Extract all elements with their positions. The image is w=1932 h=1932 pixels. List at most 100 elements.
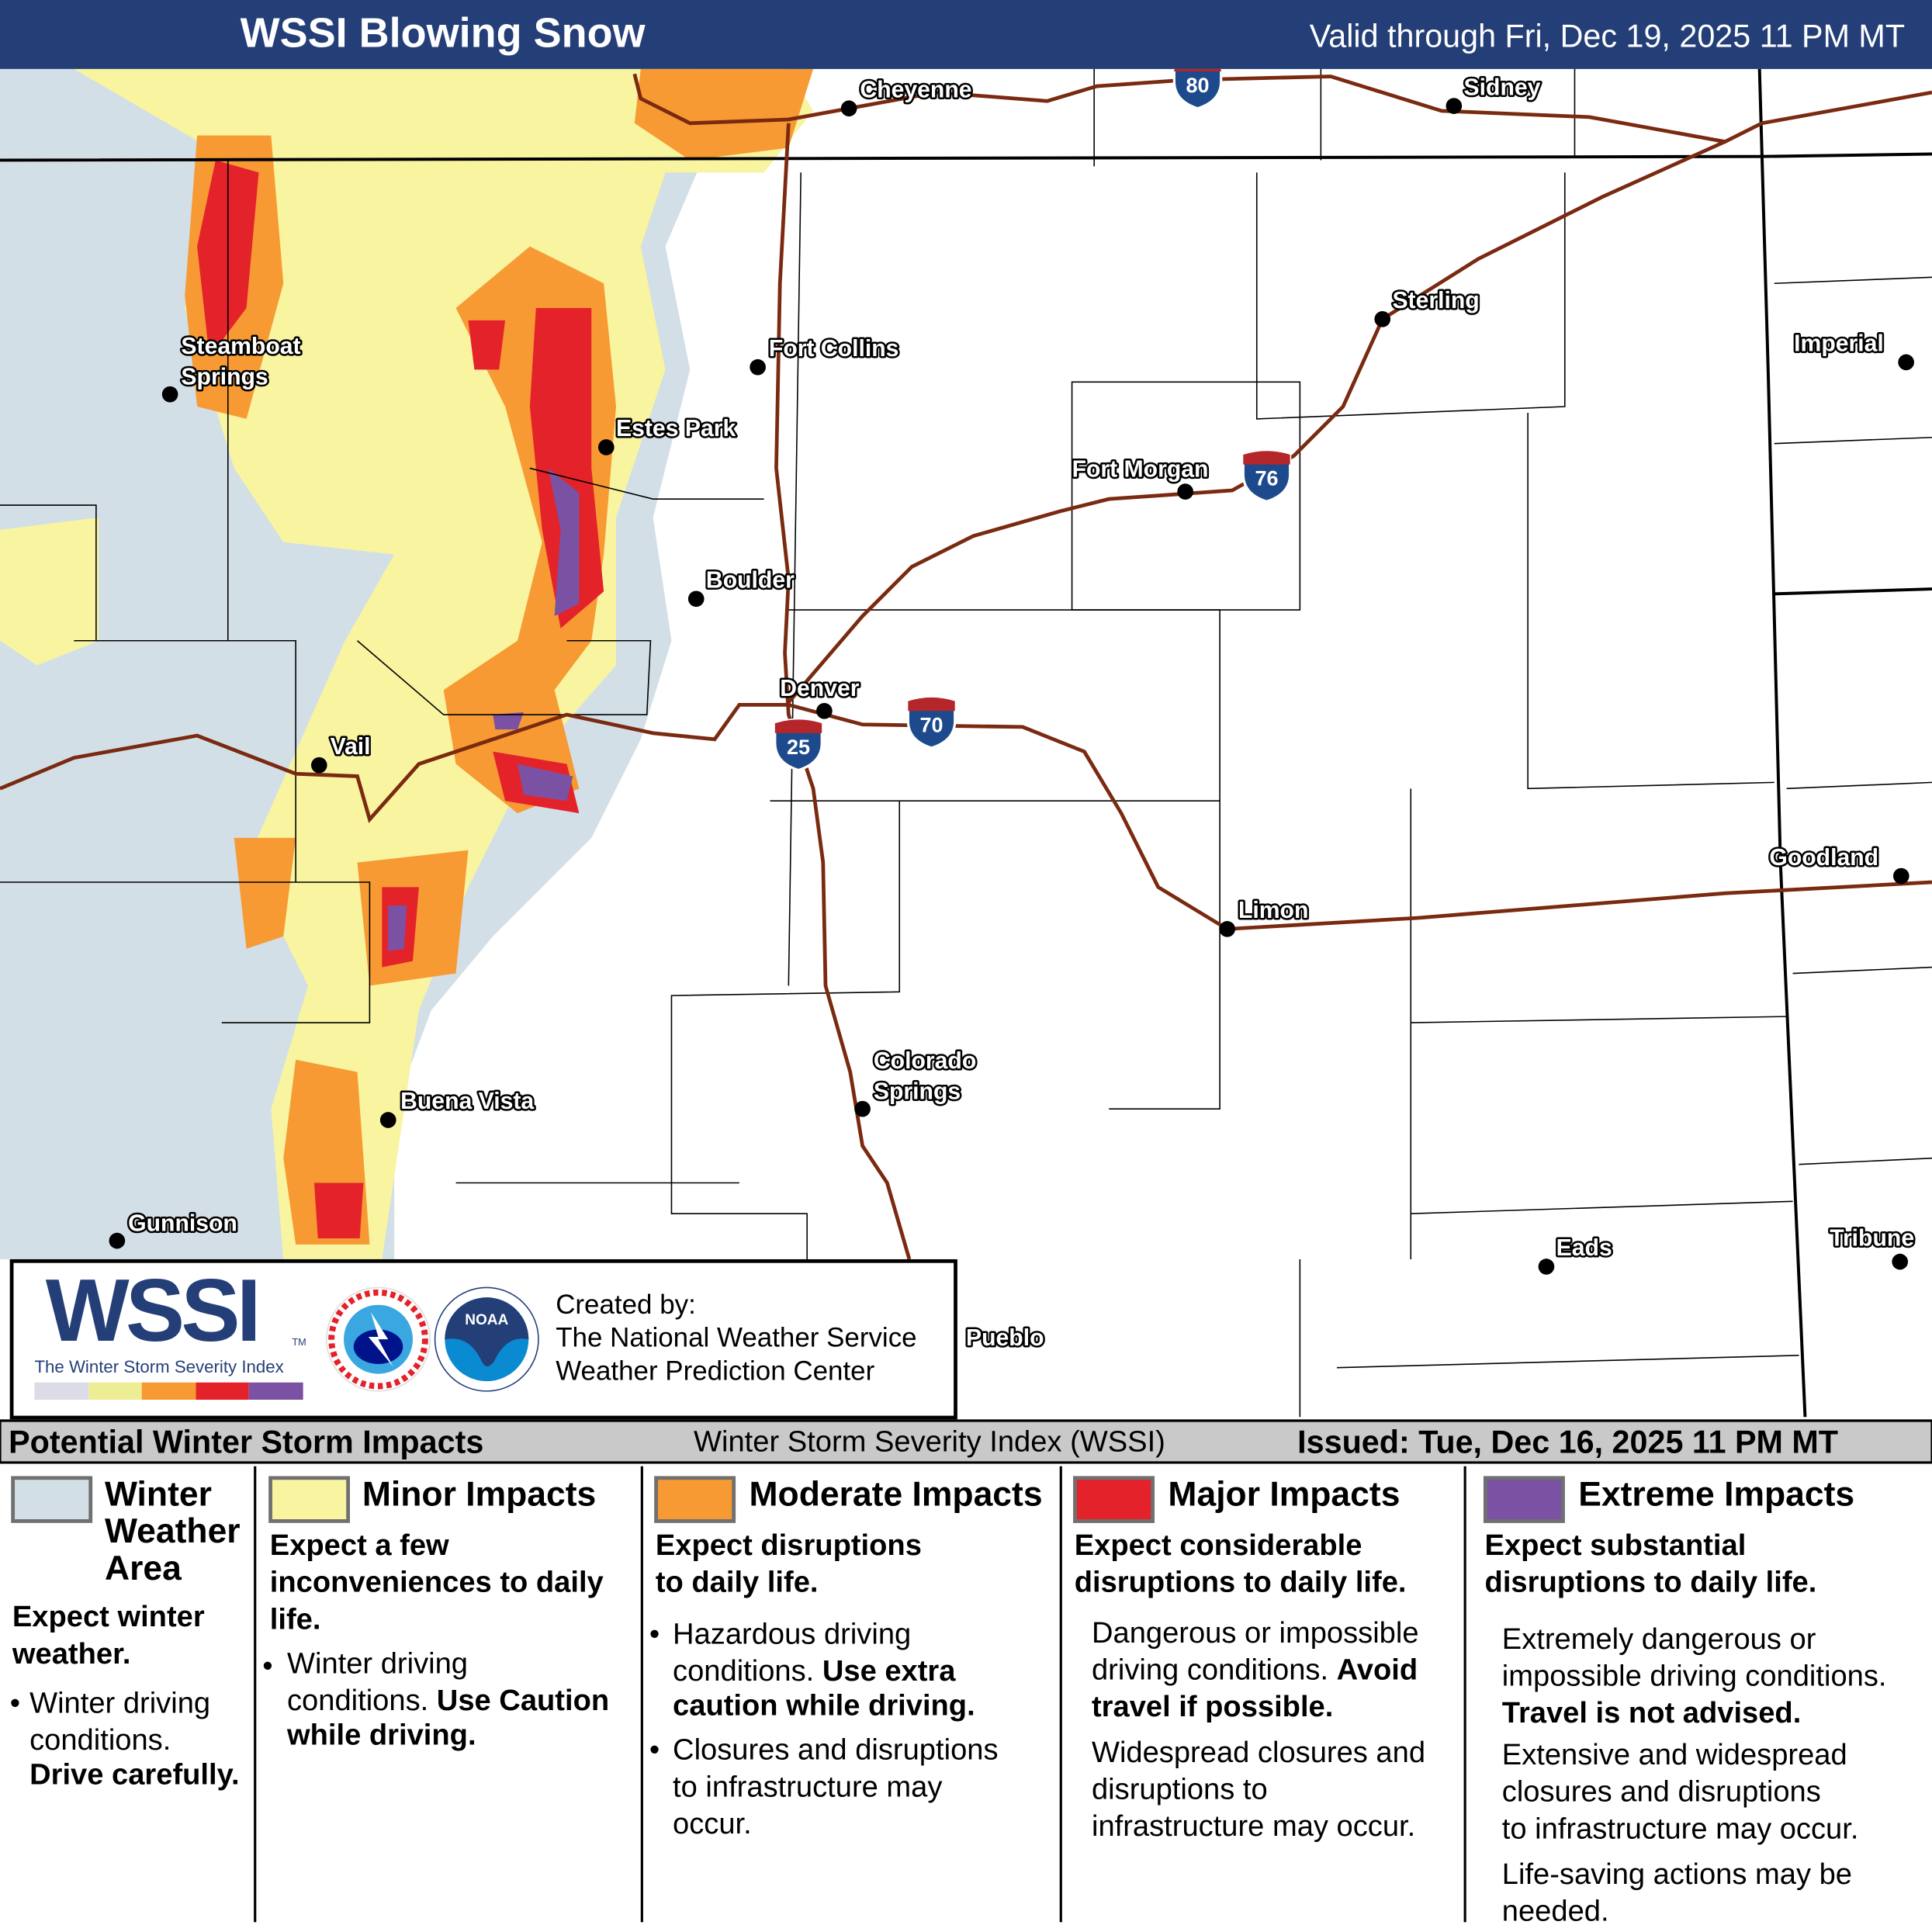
legend-heading: Winter: [104, 1474, 212, 1514]
legend-text: to infrastructure may occur.: [1501, 1812, 1859, 1846]
interstate-road: [787, 140, 1726, 704]
interstate-shield-icon: 25: [774, 718, 823, 772]
legend-lead: to daily life.: [655, 1566, 819, 1600]
legend-major: Major Impacts Expect considerable disrup…: [1062, 1466, 1464, 1923]
extreme-area: [388, 905, 407, 951]
legend-text: driving conditions.: [1091, 1653, 1337, 1687]
legend-winter-weather: Winter Weather Area Expect winter weathe…: [0, 1466, 254, 1923]
swatch-extreme: [1483, 1476, 1565, 1523]
city-label: Tribune: [1830, 1225, 1914, 1251]
noaa-text: NOAA: [465, 1312, 508, 1328]
shield-number: 76: [1255, 467, 1278, 490]
shield-number: 25: [787, 736, 810, 759]
county-line: [1792, 966, 1932, 975]
legend-text: Winter driving: [287, 1647, 468, 1681]
city-dot-icon: [1898, 354, 1914, 371]
cities: Cheyenne Sidney Sterling Imperial Fort Colli…: [109, 73, 1916, 1353]
legend-text: conditions.: [29, 1723, 171, 1757]
legend-lead: disruptions to daily life.: [1074, 1566, 1407, 1600]
city-dot-icon: [750, 358, 766, 376]
city-dot-icon: [597, 439, 615, 455]
city-dot-icon: [816, 702, 833, 719]
city-label: Imperial: [1794, 331, 1884, 357]
county-line: [1527, 412, 1774, 790]
city-label: Fort Morgan: [1072, 457, 1209, 483]
divider: [1463, 1466, 1466, 1923]
legend-text: conditions.: [673, 1654, 822, 1688]
city-label: Eads: [1556, 1235, 1612, 1261]
city-label: Goodland: [1769, 845, 1878, 871]
city-dot-icon: [1892, 1253, 1909, 1270]
interstate-road: [774, 123, 912, 1260]
legend-heading: Extreme Impacts: [1578, 1474, 1855, 1514]
legend-text: disruptions to: [1091, 1773, 1268, 1807]
city-label: Cheyenne: [860, 77, 971, 102]
legend-extreme: Extreme Impacts Expect substantial disru…: [1466, 1466, 1932, 1928]
county-line: [1774, 436, 1932, 445]
legend-text: Extensive and widespread: [1501, 1738, 1847, 1772]
swatch-winter: [11, 1476, 93, 1523]
city-label: Boulder: [706, 567, 795, 593]
city-label: Estes Park: [616, 416, 736, 441]
county-line: [670, 801, 901, 1259]
bullet: •: [649, 1733, 660, 1768]
county-line: [1071, 381, 1301, 611]
interstate-road: [632, 73, 1932, 144]
legend-lead: Expect disruptions: [655, 1529, 922, 1563]
extreme-area: [493, 712, 524, 730]
city-dot-icon: [1892, 867, 1909, 885]
legend-text: Travel is not advised.: [1501, 1696, 1802, 1730]
city-label: Colorado: [874, 1048, 976, 1074]
city-dot-icon: [687, 590, 705, 608]
legend-lead: Expect winter: [12, 1600, 205, 1634]
legend-lead: inconveniences to daily: [269, 1566, 604, 1600]
severity-color-bar: [34, 1382, 303, 1400]
header: WSSI Blowing Snow Valid through Fri, Dec…: [0, 0, 1932, 69]
nws-logo-icon: [326, 1286, 431, 1392]
impact-map: 80 76 70 25 Cheyenne Sidney Sterling Imperial F…: [0, 68, 1932, 1418]
legend-text: conditions.: [287, 1684, 437, 1718]
trademark: TM: [292, 1336, 306, 1349]
legend-text: while driving.: [287, 1719, 476, 1753]
county-line: [1799, 1157, 1932, 1165]
county-line: [0, 881, 371, 1023]
county-line: [0, 504, 97, 641]
county-line: [1774, 276, 1932, 285]
county-line: [357, 639, 652, 715]
legend-text: Widespread closures and: [1091, 1736, 1426, 1770]
valid-through: Valid through Fri, Dec 19, 2025 11 PM MT: [1309, 17, 1906, 54]
county-line: [1336, 1355, 1799, 1369]
legend-emphasis: Use extra: [822, 1654, 956, 1688]
city-dot-icon: [161, 386, 178, 403]
legend-text: infrastructure may occur.: [1091, 1809, 1416, 1844]
legend-band: Potential Winter Storm Impacts Winter St…: [0, 1419, 1932, 1464]
major-area: [529, 308, 604, 628]
logo-box: WSSI TM The Winter Storm Severity Index …: [9, 1259, 957, 1420]
legend-heading: Minor Impacts: [362, 1474, 597, 1514]
index-name: Winter Storm Severity Index (WSSI): [694, 1425, 1165, 1459]
legend-text: Dangerous or impossible: [1091, 1616, 1419, 1650]
extreme-area: [548, 468, 580, 617]
org-nws: The National Weather Service: [556, 1321, 917, 1353]
interstates: [0, 73, 1932, 1260]
legend-moderate: Moderate Impacts Expect disruptions to d…: [643, 1466, 1060, 1923]
legend-text: caution while driving.: [673, 1689, 975, 1723]
swatch-minor: [268, 1476, 350, 1523]
legend-text: to infrastructure may: [673, 1770, 943, 1804]
city-dot-icon: [310, 757, 327, 774]
swatch-moderate: [654, 1476, 736, 1523]
city-label: Gunnison: [128, 1210, 237, 1236]
city-label: Vail: [331, 734, 371, 760]
legend-lead: Expect a few: [269, 1529, 449, 1563]
legend-text: Drive carefully.: [29, 1758, 240, 1792]
city-label: Limon: [1238, 898, 1308, 923]
legend-text: impossible driving conditions.: [1501, 1660, 1887, 1693]
legend-lead: Expect considerable: [1074, 1529, 1362, 1563]
city-label: Denver: [780, 676, 860, 701]
wssi-subtitle: The Winter Storm Severity Index: [34, 1356, 284, 1376]
noaa-logo-icon: NOAA: [434, 1286, 539, 1392]
interstate-shield-icon: 76: [1241, 449, 1292, 503]
bullet: •: [649, 1618, 660, 1651]
legend-minor: Minor Impacts Expect a few inconvenience…: [256, 1466, 640, 1923]
